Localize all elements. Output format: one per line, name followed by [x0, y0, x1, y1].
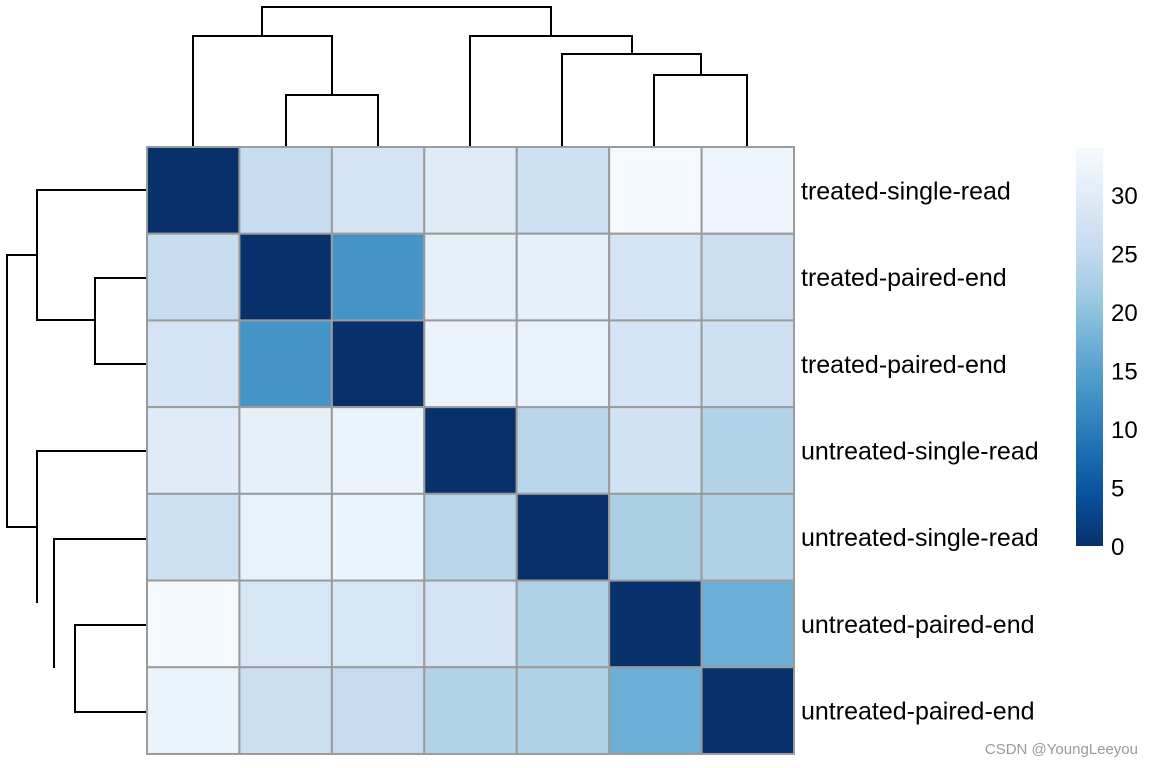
colorbar-tick-label: 25	[1111, 241, 1138, 268]
heatmap-cell	[330, 319, 426, 409]
heatmap-cell	[515, 492, 611, 582]
heatmap-cell	[700, 146, 796, 235]
heatmap-cell	[515, 232, 611, 322]
heatmap-cells	[146, 146, 796, 755]
heatmap-cell	[238, 319, 333, 409]
heatmap-cell	[700, 666, 796, 755]
heatmap-cell	[700, 492, 796, 582]
colorbar-tick-label: 15	[1111, 358, 1138, 385]
heatmap-cell	[608, 146, 703, 235]
heatmap-cell	[515, 579, 611, 669]
colorbar-tick-label: 30	[1111, 183, 1138, 210]
colorbar-tick-label: 0	[1111, 534, 1124, 561]
heatmap-cell	[238, 579, 333, 669]
heatmap-cell	[330, 146, 426, 235]
heatmap-cell	[330, 406, 426, 495]
heatmap-cell	[608, 319, 703, 409]
heatmap-cell	[608, 666, 703, 755]
row-dendrogram	[6, 189, 146, 713]
row-label: untreated-paired-end	[801, 611, 1035, 639]
heatmap-cell	[330, 492, 426, 582]
heatmap-cell	[515, 666, 611, 755]
heatmap-cell	[238, 492, 333, 582]
heatmap-cell	[146, 666, 241, 755]
row-label: treated-paired-end	[801, 351, 1007, 379]
heatmap-cell	[423, 406, 518, 495]
heatmap-cell	[238, 666, 333, 755]
colorbar-gradient	[1076, 148, 1103, 546]
row-label: treated-single-read	[801, 177, 1011, 205]
heatmap-cell	[146, 319, 241, 409]
colorbar: 0 5 10 15 20 25 30	[1076, 148, 1138, 561]
colorbar-tick-label: 20	[1111, 300, 1138, 327]
heatmap-cell	[146, 232, 241, 322]
heatmap-cell	[423, 666, 518, 755]
heatmap-cell	[330, 579, 426, 669]
heatmap-cell	[423, 146, 518, 235]
heatmap-cell	[700, 319, 796, 409]
watermark-text: CSDN @YoungLeeyou	[985, 741, 1138, 758]
heatmap-cell	[423, 232, 518, 322]
heatmap-cell	[330, 232, 426, 322]
colorbar-tick-label: 10	[1111, 417, 1138, 444]
heatmap-cell	[608, 406, 703, 495]
heatmap-cell	[330, 666, 426, 755]
heatmap-cell	[515, 406, 611, 495]
row-label: untreated-single-read	[801, 524, 1039, 552]
heatmap-cell	[238, 406, 333, 495]
heatmap-cell	[700, 232, 796, 322]
colorbar-tick-label: 5	[1111, 476, 1124, 503]
heatmap-cell	[515, 146, 611, 235]
heatmap-cell	[146, 579, 241, 669]
row-label: untreated-paired-end	[801, 698, 1035, 726]
heatmap-cell	[238, 232, 333, 322]
row-label: untreated-single-read	[801, 438, 1039, 466]
heatmap-cell	[146, 492, 241, 582]
column-dendrogram	[192, 6, 748, 146]
heatmap-cell	[700, 406, 796, 495]
heatmap-cell	[423, 319, 518, 409]
heatmap-cell	[515, 319, 611, 409]
heatmap-cell	[700, 579, 796, 669]
heatmap-cell	[146, 406, 241, 495]
heatmap-cell	[146, 146, 241, 235]
colorbar-ticks: 0 5 10 15 20 25 30	[1111, 183, 1138, 561]
heatmap-cell	[423, 579, 518, 669]
heatmap-cell	[423, 492, 518, 582]
row-labels: treated-single-read treated-paired-end tre…	[801, 177, 1039, 725]
heatmap-cell	[238, 146, 333, 235]
heatmap-cell	[608, 492, 703, 582]
heatmap-cell	[608, 579, 703, 669]
heatmap-cell	[608, 232, 703, 322]
row-label: treated-paired-end	[801, 264, 1007, 292]
